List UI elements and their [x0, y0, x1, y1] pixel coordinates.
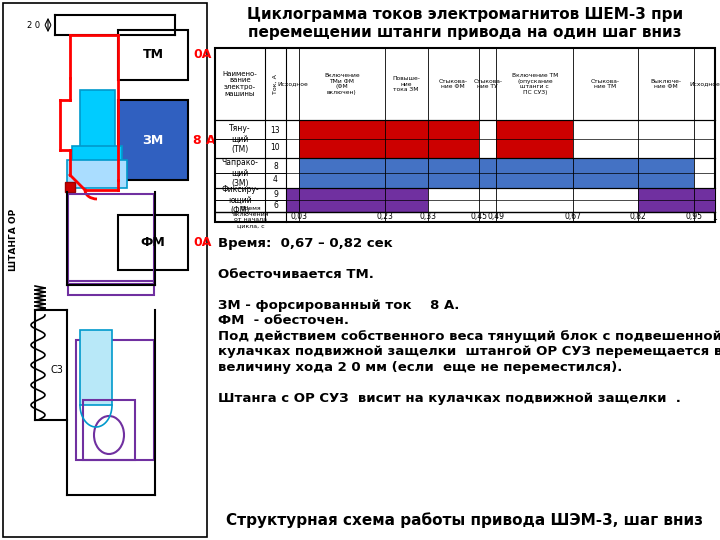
Text: С3: С3 — [50, 365, 63, 375]
Bar — [638, 188, 715, 212]
Bar — [299, 120, 479, 158]
Bar — [65, 182, 75, 192]
Text: Циклограмма токов электромагнитов ШЕМ-3 при: Циклограмма токов электромагнитов ШЕМ-3 … — [247, 8, 683, 23]
Text: 10: 10 — [271, 143, 280, 152]
Text: 13: 13 — [271, 126, 280, 135]
Text: Тяну-
щий
(ТМ): Тяну- щий (ТМ) — [229, 124, 251, 154]
Text: 0,49: 0,49 — [487, 213, 505, 221]
Text: Чапрако-
щий
(ЗМ): Чапрако- щий (ЗМ) — [222, 158, 258, 188]
Text: Включение
ТМи ФМ
(ФМ
включен): Включение ТМи ФМ (ФМ включен) — [324, 73, 359, 95]
Text: Структурная схема работы привода ШЭМ-3, шаг вниз: Структурная схема работы привода ШЭМ-3, … — [227, 512, 703, 528]
Text: ФМ  - обесточен.: ФМ - обесточен. — [218, 314, 349, 327]
Text: 0А: 0А — [193, 237, 212, 249]
Text: Повыше-
ние
тока ЗМ: Повыше- ние тока ЗМ — [392, 76, 420, 92]
Text: ЗМ: ЗМ — [143, 133, 163, 146]
Bar — [118, 30, 188, 80]
Text: 4: 4 — [273, 175, 278, 184]
Text: Исходное: Исходное — [277, 82, 308, 86]
Text: 1: 1 — [713, 213, 717, 221]
Text: Время:  0,67 – 0,82 сек: Время: 0,67 – 0,82 сек — [218, 237, 392, 250]
Text: ШТАНГА ОР: ШТАНГА ОР — [9, 209, 19, 271]
Text: 0,33: 0,33 — [419, 213, 436, 221]
Text: Стыкова-
ние ТМ: Стыкова- ние ТМ — [591, 79, 620, 90]
Bar — [68, 281, 154, 295]
Bar — [299, 158, 693, 188]
Text: Под действием собственного веса тянущий блок с подвешенной на: Под действием собственного веса тянущий … — [218, 330, 720, 343]
Text: 0,67: 0,67 — [565, 213, 582, 221]
Text: 0,82: 0,82 — [629, 213, 646, 221]
Bar — [72, 146, 122, 162]
Bar — [83, 400, 135, 460]
Text: ТМ: ТМ — [143, 49, 163, 62]
Bar — [80, 90, 115, 150]
Text: 8: 8 — [273, 162, 278, 171]
Text: 0,03: 0,03 — [290, 213, 307, 221]
Text: Фиксиру-
ющий
(ФМ): Фиксиру- ющий (ФМ) — [221, 185, 258, 215]
Text: величину хода 2 0 мм (если  еще не переместился).: величину хода 2 0 мм (если еще не переме… — [218, 361, 622, 374]
Text: Включение ТМ
(опускание
штанги с
ПС СУЗ): Включение ТМ (опускание штанги с ПС СУЗ) — [512, 73, 558, 95]
Text: Ток, А: Ток, А — [273, 74, 278, 94]
Bar — [286, 188, 428, 212]
Bar — [80, 330, 112, 405]
Text: ЗМ - форсированный ток    8 А.: ЗМ - форсированный ток 8 А. — [218, 299, 459, 312]
Text: 6: 6 — [273, 201, 278, 210]
Text: ФМ: ФМ — [140, 237, 166, 249]
Bar — [76, 340, 154, 460]
Text: Обесточивается ТМ.: Обесточивается ТМ. — [218, 268, 374, 281]
Text: Наимено-
вание
электро-
машины: Наимено- вание электро- машины — [222, 71, 257, 98]
Bar — [68, 194, 154, 284]
Bar — [215, 48, 715, 222]
Text: Штанга с ОР СУЗ  висит на кулачках подвижной защелки  .: Штанга с ОР СУЗ висит на кулачках подвиж… — [218, 392, 681, 405]
Text: Исходное: Исходное — [689, 82, 720, 86]
Text: перемещении штанги привода на один шаг вниз: перемещении штанги привода на один шаг в… — [248, 24, 682, 39]
Bar — [496, 120, 573, 158]
Bar — [118, 215, 188, 270]
Bar — [67, 160, 127, 188]
Text: 0,45: 0,45 — [471, 213, 487, 221]
Text: Стыкова-
ние ФМ: Стыкова- ние ФМ — [438, 79, 468, 90]
Text: 0,95: 0,95 — [685, 213, 702, 221]
Text: 2 0: 2 0 — [27, 21, 40, 30]
Text: 0,23: 0,23 — [377, 213, 393, 221]
Text: 9: 9 — [273, 190, 278, 199]
Text: 0А: 0А — [193, 49, 212, 62]
Text: 8 А: 8 А — [193, 133, 215, 146]
Text: Выключе-
ние ФМ: Выключе- ние ФМ — [650, 79, 681, 90]
Text: Время
включения
от начала
цикла, с: Время включения от начала цикла, с — [233, 206, 269, 228]
Bar — [118, 100, 188, 180]
Text: кулачках подвижной защелки  штангой ОР СУЗ перемещается вниз  на: кулачках подвижной защелки штангой ОР СУ… — [218, 346, 720, 359]
Text: Стыкова-
ние ТУ: Стыкова- ние ТУ — [473, 79, 502, 90]
